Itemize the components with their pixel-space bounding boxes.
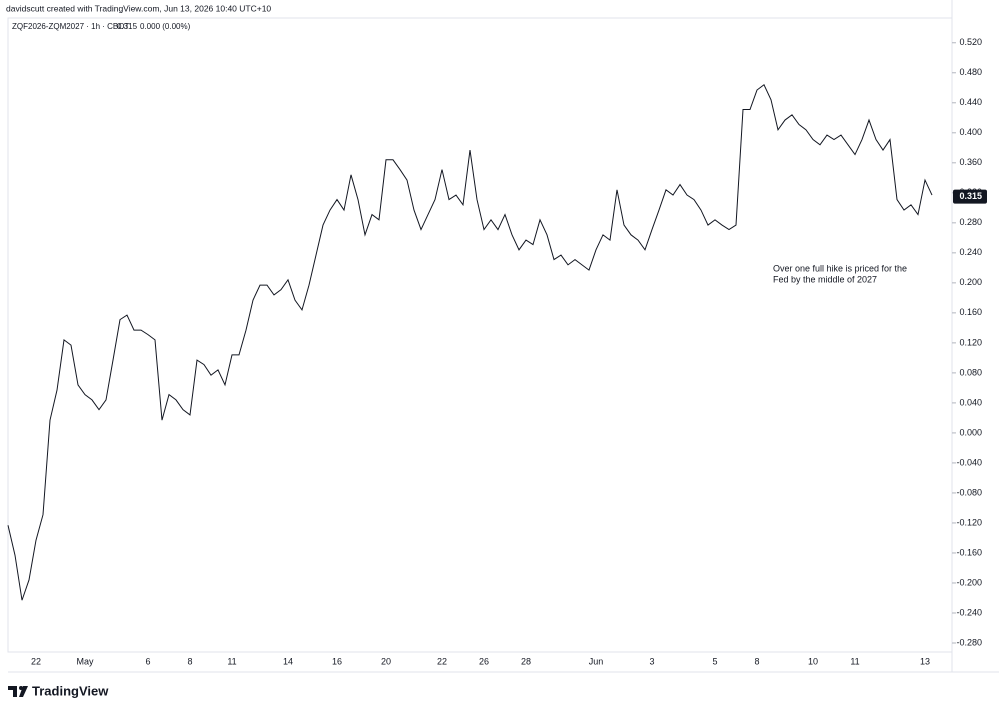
x-tick-label: 10 bbox=[808, 656, 818, 666]
y-tick-label: 0.040 bbox=[959, 397, 982, 407]
x-tick-label: 28 bbox=[521, 656, 531, 666]
y-tick-label: -0.160 bbox=[956, 547, 982, 557]
y-tick-label: -0.280 bbox=[956, 637, 982, 647]
y-tick-label: 0.080 bbox=[959, 367, 982, 377]
x-tick-label: 11 bbox=[227, 656, 236, 666]
y-tick-label: 0.480 bbox=[959, 67, 982, 77]
y-tick-label: -0.240 bbox=[956, 607, 982, 617]
symbol: ZQF2026-ZQM2027 · 1h · CBOT bbox=[12, 22, 129, 31]
x-tick-label: 16 bbox=[332, 656, 342, 666]
last-price-box bbox=[953, 189, 987, 204]
y-tick-label: 0.520 bbox=[959, 37, 982, 47]
x-tick-label: 13 bbox=[920, 656, 930, 666]
y-tick-label: 0.360 bbox=[959, 157, 982, 167]
x-tick-label: 3 bbox=[649, 656, 654, 666]
x-tick-label: 26 bbox=[479, 656, 489, 666]
x-tick-label: 22 bbox=[31, 656, 41, 666]
y-tick-label: 0.440 bbox=[959, 97, 982, 107]
y-tick-label: 0.000 bbox=[959, 427, 982, 437]
last-price: 0.315 bbox=[117, 22, 138, 31]
x-tick-label: 20 bbox=[381, 656, 391, 666]
x-tick-label: 6 bbox=[145, 656, 150, 666]
y-tick-label: -0.040 bbox=[956, 457, 982, 467]
x-tick-label: 8 bbox=[187, 656, 192, 666]
y-tick-label: 0.240 bbox=[959, 247, 982, 257]
credit: davidscutt created with TradingView.com,… bbox=[6, 3, 271, 13]
x-tick-label: Jun bbox=[589, 656, 604, 666]
y-tick-label: -0.120 bbox=[956, 517, 982, 527]
y-tick-label: 0.280 bbox=[959, 217, 982, 227]
annotation-line: Over one full hike is priced for the bbox=[773, 263, 907, 273]
y-tick-label: -0.080 bbox=[956, 487, 982, 497]
pane-border bbox=[7, 17, 953, 653]
y-tick-label: 0.120 bbox=[959, 337, 982, 347]
brand: TradingView bbox=[32, 683, 109, 698]
last-price-label: 0.315 bbox=[959, 191, 982, 201]
price-line bbox=[7, 84, 933, 601]
price-change: 0.000 (0.00%) bbox=[140, 22, 191, 31]
y-tick-label: 0.400 bbox=[959, 127, 982, 137]
y-tick-label: -0.200 bbox=[956, 577, 982, 587]
x-tick-label: 14 bbox=[283, 656, 293, 666]
x-tick-label: 8 bbox=[754, 656, 759, 666]
y-tick-label: 0.200 bbox=[959, 277, 982, 287]
brand-logo bbox=[8, 686, 28, 697]
x-tick-label: 22 bbox=[437, 656, 447, 666]
x-tick-label: 11 bbox=[850, 656, 859, 666]
y-tick-label: 0.160 bbox=[959, 307, 982, 317]
annotation-line: Fed by the middle of 2027 bbox=[773, 274, 877, 284]
x-tick-label: May bbox=[76, 656, 94, 666]
x-tick-label: 5 bbox=[712, 656, 717, 666]
